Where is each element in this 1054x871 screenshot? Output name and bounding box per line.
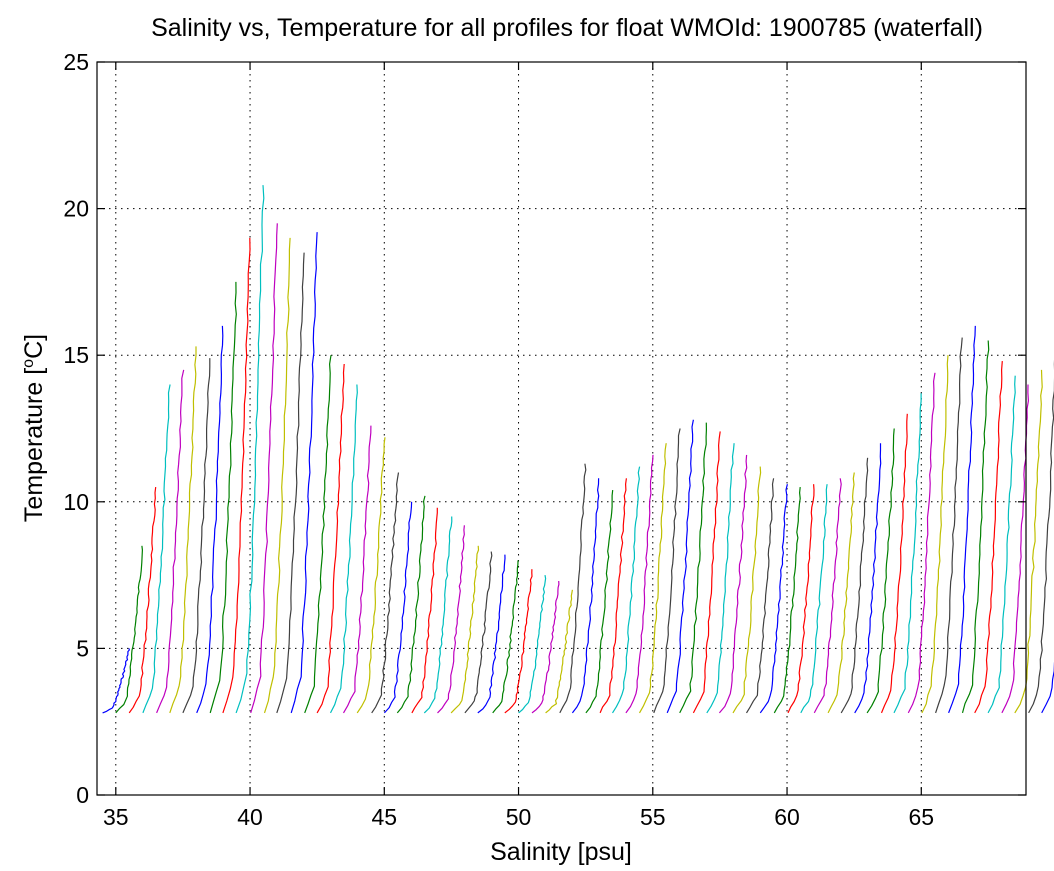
- profile-line: [759, 484, 788, 714]
- profile-line: [518, 574, 547, 714]
- profile-line: [356, 437, 386, 714]
- y-tick-label: 0: [76, 782, 89, 808]
- profile-line: [371, 472, 400, 714]
- profile-line: [813, 478, 842, 714]
- profile-line: [921, 355, 949, 714]
- profile-line: [142, 384, 171, 714]
- x-tick-label: 60: [774, 804, 800, 830]
- profile-line: [316, 363, 345, 714]
- profile-line: [102, 648, 130, 714]
- profile-line: [1028, 359, 1054, 714]
- profile-line: [209, 281, 237, 714]
- y-axis-label-superscript: o: [20, 359, 37, 368]
- x-tick-label: 55: [640, 804, 666, 830]
- y-tick-label: 20: [63, 196, 89, 222]
- profile-line: [638, 443, 667, 714]
- x-tick-label: 40: [237, 804, 263, 830]
- x-tick-label: 65: [908, 804, 934, 830]
- profile-line: [893, 393, 922, 714]
- y-tick-label: 25: [63, 49, 89, 75]
- profile-line: [706, 443, 735, 714]
- y-axis-label-end: C]: [20, 334, 48, 359]
- profile-line: [437, 525, 465, 714]
- profile-line: [1014, 369, 1043, 714]
- x-tick-labels: 35 40 45 50 55 60 65: [103, 804, 934, 830]
- profile-line: [907, 372, 936, 714]
- profile-line: [571, 478, 600, 714]
- y-axis-label-main: Temperature [: [20, 368, 48, 522]
- profile-line: [450, 545, 480, 714]
- profile-line: [974, 361, 1003, 714]
- profile-line: [128, 487, 157, 714]
- profile-line: [800, 484, 828, 714]
- profile-line: [290, 232, 318, 714]
- profile-line: [692, 431, 721, 714]
- profile-line: [196, 325, 224, 714]
- profile-line: [235, 185, 265, 714]
- grid-lines: [97, 62, 1026, 795]
- plot-frame: [96, 61, 1027, 796]
- profile-line: [423, 516, 453, 714]
- profile-line: [182, 358, 211, 714]
- y-tick-label: 15: [63, 342, 89, 368]
- profile-line: [1001, 384, 1030, 714]
- profile-line: [531, 580, 560, 714]
- profile-line: [477, 554, 506, 714]
- profile-line: [961, 340, 990, 714]
- profile-lines: [102, 185, 1054, 714]
- profile-line: [718, 454, 748, 714]
- profile-line: [599, 478, 627, 714]
- y-tick-label: 10: [63, 489, 89, 515]
- profile-line: [383, 501, 413, 714]
- profile-line: [156, 369, 185, 714]
- profile-line: [625, 454, 654, 714]
- profile-line: [263, 237, 291, 714]
- profile-line: [464, 551, 493, 714]
- profile-line: [611, 466, 641, 714]
- profile-line: [559, 463, 587, 714]
- profile-line: [250, 223, 278, 714]
- profile-line: [504, 569, 533, 714]
- profile-line: [679, 422, 708, 714]
- profile-line: [773, 487, 801, 714]
- chart-title: Salinity vs, Temperature for all profile…: [151, 14, 983, 42]
- profile-line: [653, 428, 681, 714]
- profile-line: [840, 457, 869, 714]
- profile-line: [866, 428, 895, 714]
- profile-line: [492, 560, 519, 714]
- profile-line: [304, 355, 332, 714]
- x-axis-label: Salinity [psu]: [490, 838, 632, 866]
- profile-line: [827, 472, 855, 714]
- profile-line: [222, 237, 251, 714]
- profile-line: [342, 425, 372, 714]
- x-tick-label: 45: [371, 804, 397, 830]
- profile-line: [585, 490, 614, 714]
- profile-line: [745, 478, 775, 714]
- axis-ticks: [97, 61, 1026, 796]
- profile-line: [115, 545, 143, 714]
- profile-line: [329, 384, 358, 714]
- profile-line: [854, 443, 882, 714]
- profile-line: [545, 589, 573, 714]
- profile-line: [787, 484, 815, 714]
- x-tick-label: 35: [103, 804, 129, 830]
- profile-line: [732, 466, 762, 714]
- profile-line: [948, 325, 976, 714]
- y-tick-label: 5: [76, 635, 89, 661]
- profile-line: [411, 507, 438, 714]
- y-tick-labels: 0 5 10 15 20 25: [63, 49, 89, 808]
- x-tick-label: 50: [506, 804, 532, 830]
- profile-line: [987, 375, 1016, 714]
- profile-line: [666, 419, 694, 714]
- profile-line: [396, 495, 426, 714]
- profile-line: [935, 337, 963, 714]
- y-axis-label: Temperature [oC]: [20, 334, 48, 522]
- profile-line: [276, 252, 305, 714]
- profile-line: [169, 346, 197, 714]
- profile-line: [880, 413, 908, 714]
